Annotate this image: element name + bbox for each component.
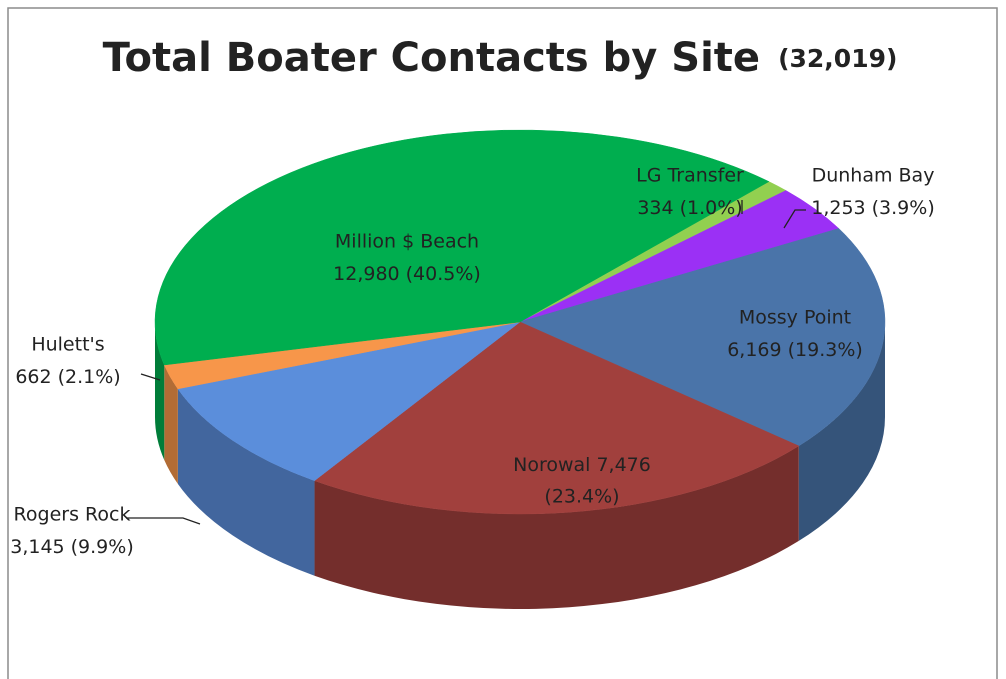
category-name: LG Transfer — [636, 165, 744, 187]
pie-tops — [154, 129, 886, 515]
chart-title-group: Total Boater Contacts by Site (32,019) — [103, 35, 898, 81]
data-label: 12,980 (40.5%) — [333, 263, 481, 285]
data-label: 1,253 (3.9%) — [811, 197, 935, 219]
value-label: 3,145 — [10, 536, 64, 558]
category-name: Million $ Beach — [335, 231, 479, 253]
value-label: 662 — [15, 366, 51, 388]
data-label: 662 (2.1%) — [15, 366, 120, 388]
percent-label: (40.5%) — [406, 263, 481, 285]
data-label: 334 (1.0%) — [637, 197, 742, 219]
slice — [177, 321, 521, 481]
category-name: Dunham Bay — [812, 165, 935, 187]
leader-line — [140, 373, 161, 381]
percent-label: (9.9%) — [71, 536, 134, 558]
slice-side — [798, 322, 885, 541]
slice-side — [314, 445, 799, 609]
slice-side — [177, 388, 315, 576]
value-label: 334 — [637, 197, 673, 219]
slice-side — [164, 364, 178, 484]
value-label: 7,476 — [596, 454, 650, 476]
category-name: Hulett's — [31, 334, 104, 356]
data-label: 3,145 (9.9%) — [10, 536, 134, 558]
value-label: 1,253 — [811, 197, 865, 219]
percent-label: (19.3%) — [788, 339, 863, 361]
percent-label: (23.4%) — [544, 486, 619, 508]
pie-sides — [155, 322, 885, 609]
chart-title: Total Boater Contacts by Site — [103, 35, 760, 81]
percent-label: (1.0%) — [680, 197, 743, 219]
chart-border — [7, 7, 998, 679]
data-label: 6,169 (19.3%) — [727, 339, 863, 361]
category-name: Norowal — [513, 454, 590, 476]
value-label: 12,980 — [333, 263, 399, 285]
leader-line — [126, 517, 201, 525]
value-label: 6,169 — [727, 339, 781, 361]
category-name: Rogers Rock — [14, 504, 131, 526]
data-labels: LG Transfer 334 (1.0%) Dunham Bay 1,253 (3.9%… — [10, 165, 935, 558]
slice-side — [155, 322, 165, 460]
chart-total: (32,019) — [778, 44, 897, 73]
slice — [519, 228, 886, 447]
data-label: Norowal 7,476 — [513, 454, 651, 476]
percent-label: (2.1%) — [58, 366, 121, 388]
category-name: Mossy Point — [739, 307, 851, 329]
percent-label: (3.9%) — [872, 197, 935, 219]
slice — [314, 321, 800, 515]
leader-line — [783, 209, 806, 229]
slice — [154, 129, 770, 366]
